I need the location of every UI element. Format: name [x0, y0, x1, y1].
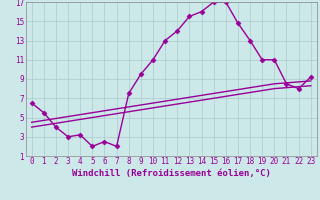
X-axis label: Windchill (Refroidissement éolien,°C): Windchill (Refroidissement éolien,°C) [72, 169, 271, 178]
